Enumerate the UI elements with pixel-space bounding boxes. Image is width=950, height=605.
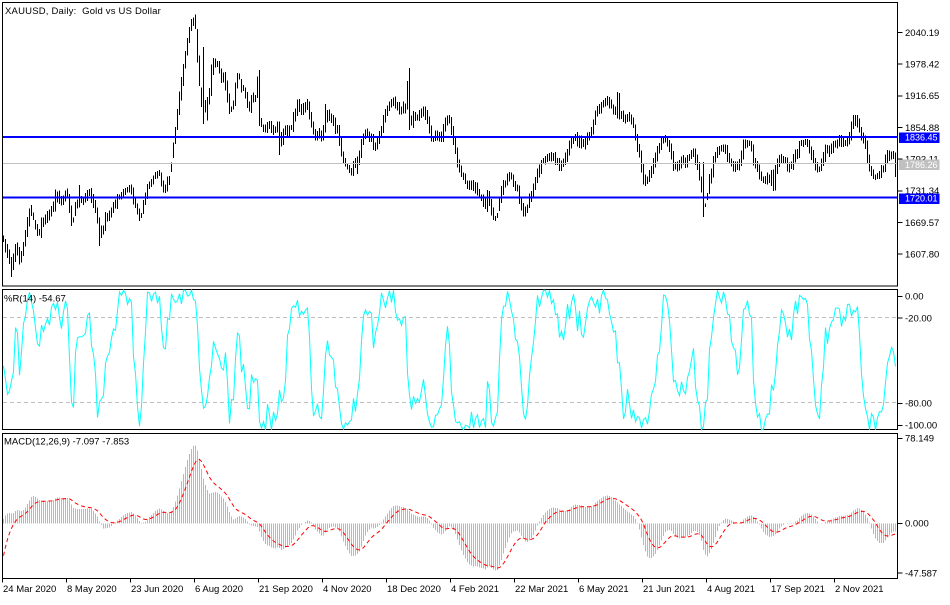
svg-text:1607.80: 1607.80	[905, 250, 939, 261]
svg-text:78.149: 78.149	[905, 434, 934, 445]
svg-text:MACD(12,26,9) -7.097 -7.853: MACD(12,26,9) -7.097 -7.853	[4, 437, 129, 448]
svg-text:6 May 2021: 6 May 2021	[579, 584, 629, 595]
svg-text:1978.42: 1978.42	[905, 60, 939, 71]
svg-text:24 Mar 2020: 24 Mar 2020	[3, 584, 56, 595]
svg-text:4 Feb 2021: 4 Feb 2021	[451, 584, 499, 595]
svg-text:1720.01: 1720.01	[905, 194, 938, 204]
svg-text:1786.26: 1786.26	[905, 160, 938, 170]
svg-text:17 Sep 2021: 17 Sep 2021	[771, 584, 825, 595]
svg-text:-80.00: -80.00	[905, 399, 932, 410]
svg-text:4 Aug 2021: 4 Aug 2021	[707, 584, 755, 595]
svg-text:XAUUSD, Daily: Gold vs US Dol: XAUUSD, Daily: Gold vs US Dollar	[5, 6, 161, 17]
svg-text:2 Nov 2021: 2 Nov 2021	[835, 584, 884, 595]
svg-text:-47.587: -47.587	[905, 569, 937, 580]
svg-text:0.000: 0.000	[905, 519, 929, 530]
svg-text:4 Nov 2020: 4 Nov 2020	[323, 584, 372, 595]
svg-text:1854.88: 1854.88	[905, 123, 939, 134]
svg-text:21 Jun 2021: 21 Jun 2021	[643, 584, 695, 595]
svg-text:1916.65: 1916.65	[905, 91, 939, 102]
svg-text:6 Aug 2020: 6 Aug 2020	[195, 584, 243, 595]
svg-text:%R(14) -54.67: %R(14) -54.67	[4, 294, 66, 305]
svg-text:22 Mar 2021: 22 Mar 2021	[515, 584, 568, 595]
svg-text:8 May 2020: 8 May 2020	[67, 584, 117, 595]
svg-text:1731.34: 1731.34	[905, 186, 939, 197]
svg-text:1836.45: 1836.45	[905, 133, 938, 143]
svg-text:23 Jun 2020: 23 Jun 2020	[131, 584, 183, 595]
svg-text:0.00: 0.00	[905, 292, 924, 303]
svg-text:-100.00: -100.00	[905, 421, 937, 432]
svg-text:-20.00: -20.00	[905, 313, 932, 324]
svg-text:21 Sep 2020: 21 Sep 2020	[259, 584, 313, 595]
svg-text:18 Dec 2020: 18 Dec 2020	[387, 584, 441, 595]
svg-text:2040.19: 2040.19	[905, 28, 939, 39]
svg-text:1669.57: 1669.57	[905, 218, 939, 229]
